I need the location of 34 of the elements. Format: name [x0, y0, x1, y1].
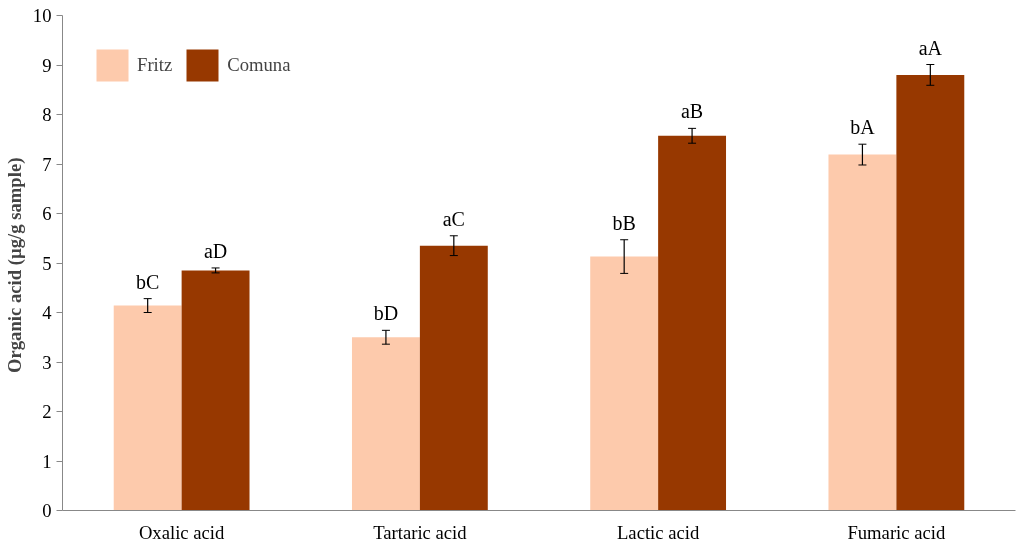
- bar: [896, 74, 965, 511]
- x-tick-label: Lactic acid: [616, 521, 700, 543]
- x-tick-label: Oxalic acid: [138, 521, 226, 543]
- annotation: aA: [918, 36, 943, 59]
- annotation: aC: [442, 207, 465, 230]
- bar: [590, 256, 659, 511]
- legend-label: Fritz: [137, 54, 173, 76]
- annotation: bB: [612, 211, 636, 234]
- annotation: bA: [850, 116, 876, 139]
- annotation: bC: [136, 270, 160, 293]
- x-tick-label: Tartaric acid: [373, 521, 468, 543]
- y-tick-label: 2: [42, 401, 52, 422]
- y-tick-label: 0: [42, 500, 52, 521]
- bar: [351, 337, 420, 511]
- y-tick-label: 8: [42, 104, 52, 125]
- y-tick-label: 10: [32, 5, 52, 26]
- annotation: aD: [203, 239, 228, 262]
- y-tick-label: 1: [42, 450, 52, 472]
- bar: [658, 135, 727, 511]
- annotation: aB: [680, 100, 704, 123]
- bar: [113, 305, 182, 511]
- y-tick-label: 7: [42, 153, 52, 175]
- bar: [828, 154, 897, 511]
- x-tick-label: Fumaric acid: [847, 521, 946, 543]
- legend-label: Comuna: [227, 54, 291, 76]
- bar: [419, 245, 488, 511]
- y-tick-label: 3: [42, 351, 52, 373]
- y-axis-title: Organic acid (µg/g sample): [3, 157, 26, 374]
- bar: [181, 270, 250, 511]
- y-tick-label: 9: [42, 54, 52, 76]
- y-tick-label: 5: [42, 252, 52, 274]
- y-tick-label: 6: [42, 203, 52, 224]
- annotation: bD: [373, 302, 399, 325]
- y-tick-label: 4: [42, 302, 53, 323]
